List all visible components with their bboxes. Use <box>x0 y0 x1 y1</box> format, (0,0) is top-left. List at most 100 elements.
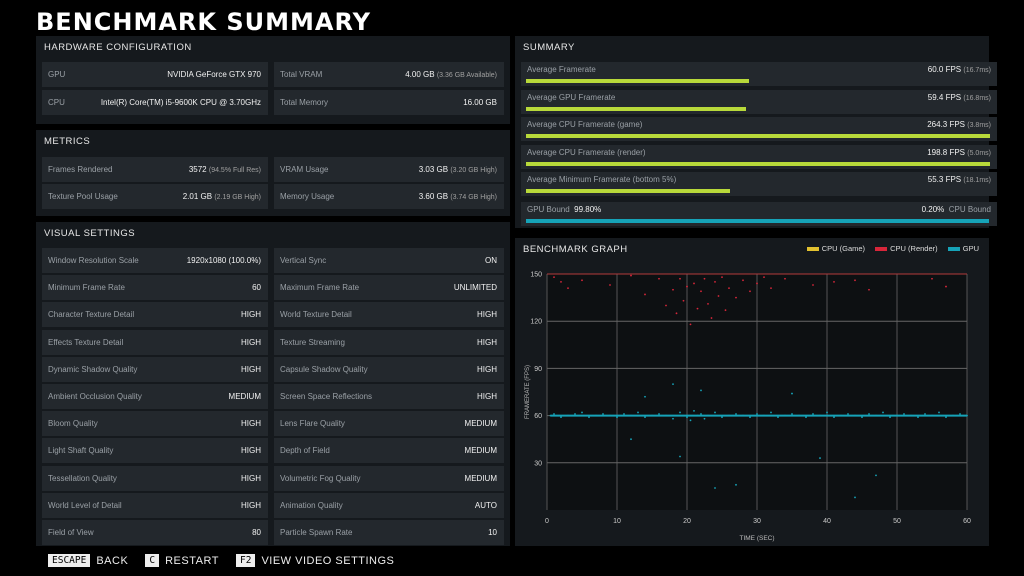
setting-value: 10 <box>488 528 497 537</box>
data-point <box>679 455 681 458</box>
setting-value: HIGH <box>241 364 261 374</box>
metric-row: Texture Pool Usage 2.01 GB (2.19 GB High… <box>42 184 268 209</box>
data-point <box>882 411 884 414</box>
setting-row: Texture Streaming HIGH <box>274 329 504 355</box>
y-tick-label: 30 <box>534 460 542 467</box>
data-point <box>560 416 562 419</box>
view-video-settings-label[interactable]: VIEW VIDEO SETTINGS <box>261 554 395 567</box>
data-point <box>581 411 583 414</box>
setting-row: Field of View 80 <box>42 520 268 545</box>
data-point <box>717 295 720 297</box>
setting-row: Particle Spawn Rate 10 <box>274 520 504 545</box>
data-point <box>826 411 828 414</box>
data-point <box>644 293 646 296</box>
setting-row: Window Resolution Scale 1920x1080 (100.0%… <box>42 248 268 273</box>
hw-value: NVIDIA GeForce GTX 970 <box>167 70 261 79</box>
setting-label: World Texture Detail <box>280 310 352 320</box>
setting-row: Light Shaft Quality HIGH <box>42 438 268 464</box>
escape-key[interactable]: ESCAPE <box>48 554 91 567</box>
setting-label: Screen Space Reflections <box>280 392 373 401</box>
metric-row: Frames Rendered 3572 (94.5% Full Res) <box>42 157 268 182</box>
c-key[interactable]: C <box>145 554 160 567</box>
setting-value: MEDIUM <box>228 392 261 401</box>
data-point <box>703 417 706 420</box>
x-tick-label: 40 <box>823 518 831 525</box>
setting-label: Depth of Field <box>280 446 330 456</box>
x-axis-label: TIME (SEC) <box>739 535 774 542</box>
cpu-bound-label: 0.20% CPU Bound <box>921 205 991 214</box>
data-point <box>689 419 692 422</box>
setting-row: World Texture Detail HIGH <box>274 302 504 328</box>
data-point <box>710 317 713 319</box>
setting-row: Tessellation Quality HIGH <box>42 465 268 491</box>
data-point <box>812 413 814 415</box>
data-point <box>931 414 933 417</box>
setting-label: Maximum Frame Rate <box>280 283 360 293</box>
summary-value: 264.3 FPS (3.8ms) <box>927 120 991 129</box>
hw-row-cpu: CPU Intel(R) Core(TM) i5-9600K CPU @ 3.7… <box>42 90 268 115</box>
data-point <box>658 277 660 280</box>
setting-value: HIGH <box>241 473 261 483</box>
f2-key[interactable]: F2 <box>235 554 256 567</box>
setting-row: Lens Flare Quality MEDIUM <box>274 411 504 437</box>
data-point <box>742 279 744 282</box>
setting-value: UNLIMITED <box>453 283 497 293</box>
legend-swatch-cpu-render <box>875 247 888 252</box>
hardware-heading: HARDWARE CONFIGURATION <box>44 42 192 53</box>
back-label[interactable]: BACK <box>96 554 129 567</box>
bound-row: GPU Bound 99.80% 0.20% CPU Bound <box>521 202 997 226</box>
x-tick-label: 0 <box>545 518 549 525</box>
setting-row: Depth of Field MEDIUM <box>274 438 504 464</box>
legend-label: GPU <box>962 244 979 253</box>
data-point <box>742 414 744 417</box>
data-point <box>721 276 723 279</box>
summary-row: Average Minimum Framerate (bottom 5%) 55.… <box>521 172 997 196</box>
view-video-settings-button[interactable]: F2 VIEW VIDEO SETTINGS <box>235 554 408 567</box>
restart-label[interactable]: RESTART <box>165 554 219 567</box>
data-point <box>812 284 814 286</box>
setting-value: 60 <box>252 283 261 293</box>
gpu-bound-bar <box>526 219 990 223</box>
data-point <box>784 277 786 280</box>
data-point <box>574 413 576 415</box>
data-point <box>763 414 765 417</box>
data-point <box>910 414 912 417</box>
data-point <box>549 414 552 417</box>
data-point <box>875 474 877 477</box>
metric-value: 2.01 GB (2.19 GB High) <box>182 192 261 201</box>
summary-value: 55.3 FPS (18.1ms) <box>927 175 991 184</box>
summary-bar <box>526 79 749 83</box>
metric-value: 3.60 GB (3.74 GB High) <box>418 192 497 201</box>
data-point <box>714 411 716 414</box>
x-tick-label: 30 <box>753 518 761 525</box>
data-point <box>560 280 562 283</box>
data-point <box>735 413 737 415</box>
setting-value: HIGH <box>477 392 497 401</box>
data-point <box>833 280 835 283</box>
data-point <box>805 416 807 419</box>
setting-row: World Level of Detail HIGH <box>42 492 268 518</box>
data-point <box>682 299 685 302</box>
setting-row: Maximum Frame Rate UNLIMITED <box>274 275 504 301</box>
setting-label: Texture Streaming <box>280 337 345 347</box>
summary-value: 59.4 FPS (16.8ms) <box>927 92 991 102</box>
restart-button[interactable]: C RESTART <box>145 554 233 567</box>
summary-bar <box>526 189 731 193</box>
setting-value: HIGH <box>477 364 497 374</box>
data-point <box>840 414 842 417</box>
data-point <box>854 414 856 417</box>
data-point <box>644 416 646 419</box>
setting-value: MEDIUM <box>464 419 497 429</box>
summary-label: Average Minimum Framerate (bottom 5%) <box>527 175 677 184</box>
back-button[interactable]: ESCAPE BACK <box>48 554 142 567</box>
setting-row: Capsule Shadow Quality HIGH <box>274 356 504 382</box>
summary-row: Average GPU Framerate 59.4 FPS (16.8ms) <box>521 89 997 114</box>
setting-row: Screen Space Reflections HIGH <box>274 384 504 409</box>
visual-settings-panel: VISUAL SETTINGS Window Resolution Scale 1… <box>36 222 510 546</box>
data-point <box>854 496 856 499</box>
data-point <box>686 285 688 288</box>
data-point <box>889 416 891 419</box>
setting-value: MEDIUM <box>464 446 497 456</box>
data-point <box>658 413 660 415</box>
data-point <box>672 383 674 386</box>
